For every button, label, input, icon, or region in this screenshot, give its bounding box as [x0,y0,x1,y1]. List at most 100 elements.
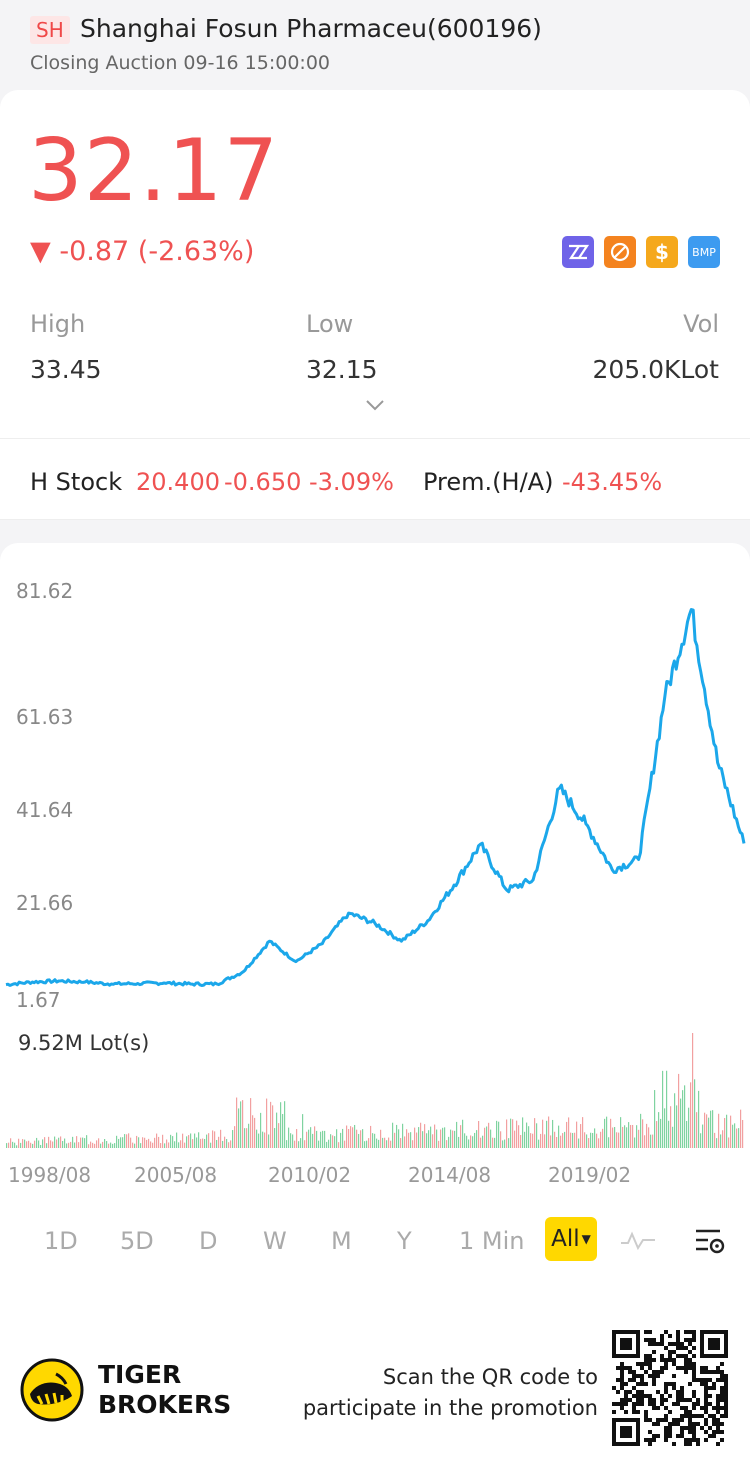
volume-bar [278,1123,280,1148]
volume-bar [594,1128,596,1148]
qr-module [668,1422,672,1426]
volume-bar [12,1141,14,1148]
volume-bar [398,1129,400,1148]
qr-module [724,1390,728,1394]
qr-module [656,1342,660,1346]
volume-bar [634,1137,636,1148]
qr-module [720,1374,724,1378]
qr-module [652,1422,656,1426]
qr-module [680,1426,684,1430]
qr-module [720,1438,724,1442]
qr-module [720,1370,724,1374]
qr-module [692,1426,696,1430]
qr-module [632,1378,636,1382]
divider [0,519,750,520]
volume-bar [486,1126,488,1148]
volume-bar [676,1105,678,1148]
volume-bar [606,1116,608,1148]
volume-bar [222,1140,224,1148]
qr-module [716,1442,720,1446]
qr-module [692,1434,696,1438]
volume-bar [572,1132,574,1148]
qr-module [712,1422,716,1426]
volume-bar [40,1144,42,1148]
qr-module [716,1370,720,1374]
volume-bar [350,1126,352,1148]
indicator-icon[interactable] [619,1229,657,1251]
volume-bar [102,1141,104,1148]
volume-bar [412,1140,414,1148]
qr-module [712,1370,716,1374]
volume-bar [260,1112,262,1148]
volume-bar [736,1128,738,1148]
qr-module [724,1382,728,1386]
h-stock-change: -0.650 [224,468,302,496]
qr-module [696,1422,700,1426]
qr-module [652,1438,656,1442]
volume-bar [656,1121,658,1148]
volume-bar [406,1129,408,1148]
qr-module [644,1330,648,1334]
volume-bar [646,1123,648,1148]
qr-module [620,1398,624,1402]
volume-bar [162,1134,164,1148]
volume-bar [500,1131,502,1148]
period-1min[interactable]: 1 Min [459,1227,525,1255]
price-chart[interactable] [0,543,750,1003]
volume-bar [470,1135,472,1148]
qr-module [680,1354,684,1358]
bmp-icon[interactable]: BMP [688,236,720,268]
qr-module [616,1402,620,1406]
qr-module [644,1418,648,1422]
period-year[interactable]: Y [397,1227,412,1255]
qr-module [692,1438,696,1442]
volume-bar [24,1139,26,1148]
period-week[interactable]: W [263,1227,287,1255]
volume-bar [424,1124,426,1148]
period-month[interactable]: M [331,1227,352,1255]
volume-bar [566,1121,568,1148]
volume-bar [468,1139,470,1148]
qr-module [644,1394,648,1398]
market-status: Closing Auction 09-16 15:00:00 [30,52,330,74]
volume-bar [364,1141,366,1148]
period-5d[interactable]: 5D [120,1227,154,1255]
chevron-down-icon[interactable] [365,398,385,412]
volume-bar [670,1106,672,1148]
volume-bar [324,1130,326,1148]
qr-module [676,1418,680,1422]
period-all[interactable]: All ▼ [545,1217,597,1261]
volume-bar [78,1142,80,1148]
qr-module [676,1334,680,1338]
volume-bar [472,1136,474,1148]
volume-bar [16,1145,18,1148]
qr-module [712,1434,716,1438]
no-sign-icon[interactable] [604,236,636,268]
volume-bar [98,1138,100,1148]
volume-bar [586,1134,588,1148]
chart-card[interactable]: 81.62 61.63 41.64 21.66 1.67 9.52M Lot(s… [0,543,750,1310]
h-stock-row[interactable]: H Stock 20.400 -0.650 -3.09% Prem.(H/A) … [0,440,750,520]
volume-bar [692,1033,694,1148]
qr-module [648,1358,652,1362]
qr-module [660,1370,664,1374]
volume-bar [76,1136,78,1148]
volume-bar [558,1125,560,1148]
dollar-icon[interactable]: $ [646,236,678,268]
volume-bar [232,1130,234,1148]
qr-code[interactable] [612,1330,728,1446]
chart-settings-icon[interactable] [694,1227,728,1255]
volume-bar [150,1141,152,1148]
low-value: 32.15 [306,355,378,384]
period-day[interactable]: D [199,1227,218,1255]
volume-bar [544,1134,546,1148]
period-1d[interactable]: 1D [44,1227,78,1255]
volume-bar [498,1121,500,1148]
qr-module [632,1394,636,1398]
volume-bar [328,1139,330,1148]
z-icon[interactable] [562,236,594,268]
price-series-line [5,608,746,987]
volume-bar [598,1138,600,1148]
qr-module [716,1410,720,1414]
volume-bar [402,1123,404,1148]
